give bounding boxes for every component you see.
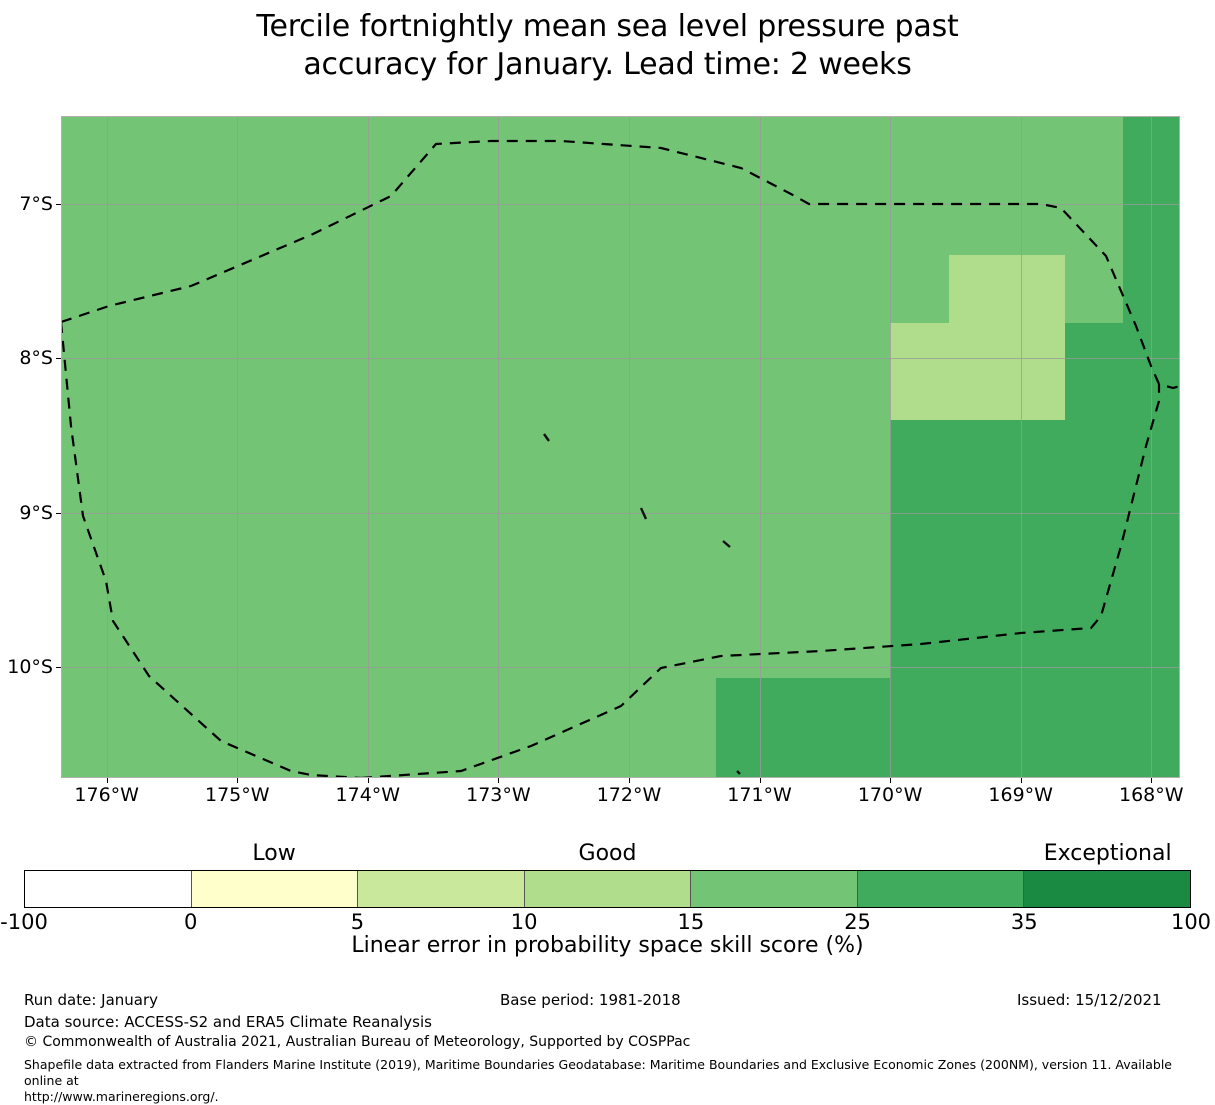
y-axis-tick-mark	[56, 358, 61, 359]
colorbar-segment[interactable]	[523, 871, 691, 907]
colorbar-category-label: Exceptional	[1043, 841, 1172, 866]
gridline-vertical	[1151, 116, 1152, 778]
x-axis-tick-label: 175°W	[204, 784, 270, 806]
footer-base-period: Base period: 1981-2018	[500, 991, 681, 1009]
x-axis-tick-mark	[629, 778, 630, 783]
y-axis-tick-mark	[56, 667, 61, 668]
footer-shapefile-attribution: Shapefile data extracted from Flanders M…	[24, 1057, 1172, 1104]
x-axis-tick-mark	[760, 778, 761, 783]
x-axis-tick-mark	[498, 778, 499, 783]
x-axis-tick-label: 172°W	[596, 784, 662, 806]
x-axis-tick-mark	[237, 778, 238, 783]
map-plot	[61, 116, 1180, 778]
colorbar-segment[interactable]	[190, 871, 358, 907]
colorbar-segment[interactable]	[690, 871, 857, 907]
y-axis-tick-label: 7°S	[19, 192, 53, 215]
colorbar-axis-label: Linear error in probability space skill …	[351, 933, 864, 958]
colorbar-tick-label: 15	[677, 910, 705, 934]
eez-boundary-line	[61, 139, 1180, 390]
y-axis-tick-label: 8°S	[19, 347, 53, 370]
x-axis-tick-label: 173°W	[466, 784, 531, 806]
x-axis-tick-label: 168°W	[1118, 784, 1184, 806]
colorbar-tick-label: 25	[844, 910, 871, 934]
colorbar-segment[interactable]	[25, 871, 191, 907]
gridline-vertical	[1021, 116, 1022, 778]
map-raster-area	[61, 116, 1180, 778]
x-axis-tick-mark	[107, 778, 108, 783]
skill-cell	[890, 419, 1180, 778]
x-axis-tick-label: 169°W	[988, 784, 1053, 806]
colorbar-gradient[interactable]	[24, 870, 1191, 908]
colorbar-tick-label: 5	[350, 910, 365, 934]
footer-run-date: Run date: January	[24, 991, 159, 1009]
gridline-horizontal	[61, 513, 1180, 514]
y-axis-tick-label: 9°S	[19, 501, 53, 524]
colorbar-tick-label: -100	[0, 910, 48, 934]
colorbar-segment[interactable]	[856, 871, 1024, 907]
x-axis-tick-mark	[1021, 778, 1022, 783]
x-axis-tick-mark	[1151, 778, 1152, 783]
x-axis-tick-mark	[368, 778, 369, 783]
gridline-vertical	[107, 116, 108, 778]
gridline-horizontal	[61, 204, 1180, 205]
x-axis-tick-label: 176°W	[74, 784, 139, 806]
x-axis-tick-label: 170°W	[857, 784, 923, 806]
atoll-coastline-nukunonu	[543, 433, 550, 442]
atoll-coastline-south	[736, 770, 741, 775]
colorbar-tick-label: 0	[184, 910, 198, 934]
colorbar-segment[interactable]	[1023, 871, 1191, 907]
colorbar[interactable]	[24, 870, 1191, 908]
colorbar-tick-label: 10	[510, 910, 538, 934]
gridline-horizontal	[61, 667, 1180, 668]
colorbar-category-label: Low	[252, 841, 296, 866]
gridline-vertical	[498, 116, 499, 778]
eez-boundary-line-lower	[61, 321, 362, 778]
skill-cell	[948, 254, 1066, 323]
y-axis-tick-mark	[56, 513, 61, 514]
footer-copyright: © Commonwealth of Australia 2021, Austra…	[24, 1034, 691, 1050]
y-axis-tick-label: 10°S	[7, 655, 53, 678]
eez-boundary-line-bottom	[360, 384, 1161, 778]
gridline-vertical	[368, 116, 369, 778]
x-axis-tick-label: 171°W	[727, 784, 792, 806]
gridline-horizontal	[61, 358, 1180, 359]
skill-cell	[716, 677, 891, 778]
footer-issued-date: Issued: 15/12/2021	[1017, 991, 1162, 1009]
atoll-coastline-fakaofo	[639, 507, 648, 520]
gridline-vertical	[760, 116, 761, 778]
gridline-vertical	[237, 116, 238, 778]
gridline-vertical	[890, 116, 891, 778]
colorbar-tick-label: 35	[1010, 910, 1038, 934]
gridline-vertical	[629, 116, 630, 778]
skill-cell	[890, 322, 1066, 420]
colorbar-segment[interactable]	[357, 871, 524, 907]
page-title: Tercile fortnightly mean sea level press…	[256, 9, 959, 82]
y-axis-tick-mark	[56, 204, 61, 205]
x-axis-tick-label: 174°W	[335, 784, 401, 806]
map-vector-overlay	[61, 139, 1180, 778]
atoll-coastline-atafu	[722, 540, 731, 548]
x-axis-tick-mark	[890, 778, 891, 783]
footer-data-source: Data source: ACCESS-S2 and ERA5 Climate …	[24, 1013, 432, 1031]
colorbar-tick-label: 100	[1170, 910, 1212, 934]
colorbar-category-label: Good	[578, 841, 637, 866]
